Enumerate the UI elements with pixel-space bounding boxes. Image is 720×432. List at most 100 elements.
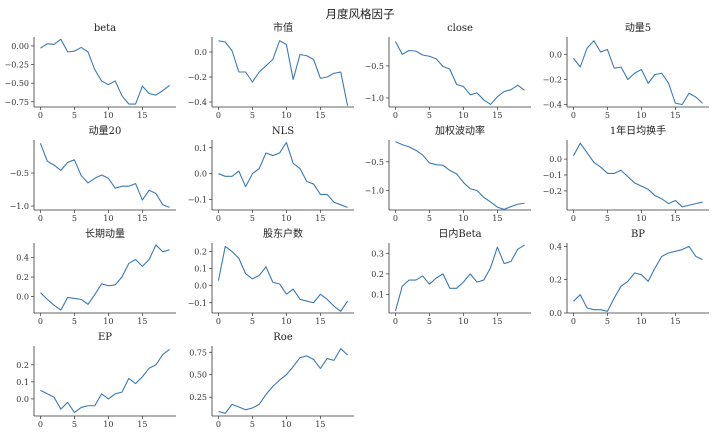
panel-1-y-tick-label: −0.25 xyxy=(4,61,29,70)
panel-10-chart: 股东户数 0 5 10 15 0.2 0.1 0.0 −0.1 xyxy=(188,227,354,326)
panel-10-x-tick-label: 0 xyxy=(216,317,221,326)
panel-5-x-tick-label: 10 xyxy=(103,214,113,223)
panel-10-y-tick-label: 0.0 xyxy=(194,282,207,291)
panel-9-chart: 长期动量 0 5 10 15 0.4 0.2 0.0 xyxy=(16,228,176,326)
panel-1-y-tick-label: −0.75 xyxy=(4,98,29,107)
panel-13-y-tick-label: 0.2 xyxy=(16,361,29,370)
panel-1-x-tick-label: 5 xyxy=(72,111,77,120)
panel-7-title: 加权波动率 xyxy=(435,124,485,137)
panel-8-x-tick-label: 5 xyxy=(605,214,610,223)
panel-5-series-line xyxy=(39,143,170,208)
panel-14-y-tick-label: 0.25 xyxy=(189,393,207,402)
panel-3-x-tick-label: 15 xyxy=(492,111,502,120)
panel-11-x-tick-label: 5 xyxy=(427,317,432,326)
panel-2-x-tick-label: 15 xyxy=(315,111,325,120)
panel-10-series-line xyxy=(217,245,349,312)
panel-12-x-tick-label: 15 xyxy=(670,317,680,326)
panel-5-y-tick-label: −1.0 xyxy=(10,202,29,211)
panel-6-series-line xyxy=(218,142,348,208)
panel-13-y-tick-label: 0.0 xyxy=(16,395,29,404)
panel-11-y-tick-label: 0.1 xyxy=(371,290,384,299)
panel-2-title: 市值 xyxy=(273,21,293,34)
panel-12-x-tick-label: 10 xyxy=(636,317,646,326)
panel-3-x-tick-label: 10 xyxy=(458,111,468,120)
panel-9-x-tick-label: 5 xyxy=(72,317,77,326)
panel-6-title: NLS xyxy=(272,126,294,137)
panel-14-x-tick-label: 10 xyxy=(281,420,291,429)
panel-8-x-tick-label: 10 xyxy=(636,214,646,223)
panel-6-x-tick-label: 0 xyxy=(216,214,221,223)
panel-2-x-tick-label: 5 xyxy=(250,111,255,120)
panel-2-series-line xyxy=(218,40,349,106)
panel-8-y-tick-label: −0.1 xyxy=(543,171,562,180)
panel-9-x-tick-label: 0 xyxy=(38,317,43,326)
panel-11-y-tick-label: 0.3 xyxy=(371,249,384,258)
panel-3-y-tick-label: −0.5 xyxy=(365,62,384,71)
panel-2-x-tick-label: 0 xyxy=(216,111,221,120)
panel-9-y-tick-label: 0.4 xyxy=(16,254,29,263)
panel-13-x-tick-label: 15 xyxy=(137,420,147,429)
panel-8-y-tick-label: −0.2 xyxy=(543,187,562,196)
panel-7-chart: 加权波动率 0 5 10 15 −0.5 −1.0 xyxy=(365,124,531,223)
panel-2-chart: 市值 0 5 10 15 0.0 −0.2 −0.4 xyxy=(188,21,354,120)
panel-3-x-tick-label: 5 xyxy=(427,111,432,120)
panel-12-chart: BP 0 5 10 15 0.4 0.2 0.0 xyxy=(549,229,709,326)
panel-4-x-tick-label: 5 xyxy=(605,111,610,120)
panel-3-x-tick-label: 0 xyxy=(393,111,398,120)
panel-12-title: BP xyxy=(631,229,645,240)
panel-7-series-line xyxy=(395,141,525,210)
panel-1-y-tick-label: 0.00 xyxy=(11,42,29,51)
panel-2-y-tick-label: −0.2 xyxy=(188,73,207,82)
panel-10-y-tick-label: 0.2 xyxy=(194,248,207,257)
panel-7-y-tick-label: −1.0 xyxy=(365,186,384,195)
panel-8-y-tick-label: 0.0 xyxy=(549,155,562,164)
panel-12-y-tick-label: 0.2 xyxy=(549,276,562,285)
panel-14-x-tick-label: 5 xyxy=(250,420,255,429)
panel-1-title: beta xyxy=(94,23,116,34)
panel-3-title: close xyxy=(447,23,473,34)
panel-8-title: 1年日均换手 xyxy=(610,124,666,137)
panel-14-x-tick-label: 15 xyxy=(315,420,325,429)
panel-14-chart: Roe 0 5 10 15 0.75 0.50 0.25 xyxy=(189,332,354,429)
panel-13-x-tick-label: 0 xyxy=(38,420,43,429)
panel-6-y-tick-label: −0.1 xyxy=(188,196,207,205)
panel-13-title: EP xyxy=(98,332,112,343)
panel-10-x-tick-label: 15 xyxy=(315,317,325,326)
panel-6-y-tick-label: 0.0 xyxy=(194,170,207,179)
panel-13-x-tick-label: 5 xyxy=(72,420,77,429)
panel-11-x-tick-label: 0 xyxy=(393,317,398,326)
panel-11-x-tick-label: 15 xyxy=(492,317,502,326)
panel-6-chart: NLS 0 5 10 15 0.1 0.0 −0.1 xyxy=(188,126,354,223)
panel-9-x-tick-label: 15 xyxy=(137,317,147,326)
panel-5-chart: 动量20 0 5 10 15 −0.5 −1.0 xyxy=(10,125,176,223)
panel-6-x-tick-label: 5 xyxy=(250,214,255,223)
panel-13-chart: EP 0 5 10 15 0.2 0.1 0.0 xyxy=(16,332,176,429)
panel-7-x-tick-label: 10 xyxy=(458,214,468,223)
panel-4-x-tick-label: 15 xyxy=(670,111,680,120)
panel-9-title: 长期动量 xyxy=(85,228,125,240)
panel-4-y-tick-label: −0.2 xyxy=(543,76,562,85)
panel-11-title: 日内Beta xyxy=(438,227,481,240)
panel-1-chart: beta 0 5 10 15 0.00 −0.25 −0.50 −0.75 xyxy=(4,23,176,120)
panel-2-x-tick-label: 10 xyxy=(281,111,291,120)
panel-4-series-line xyxy=(573,40,703,106)
panel-14-series-line xyxy=(218,348,348,414)
panel-14-title: Roe xyxy=(273,332,293,343)
panel-1-y-tick-label: −0.50 xyxy=(4,79,29,88)
panel-9-series-line xyxy=(40,244,170,311)
panel-14-y-tick-label: 0.50 xyxy=(189,371,207,380)
panel-12-x-tick-label: 0 xyxy=(571,317,576,326)
panel-10-x-tick-label: 5 xyxy=(250,317,255,326)
panel-11-chart: 日内Beta 0 5 10 15 0.3 0.2 0.1 xyxy=(371,227,531,326)
panel-10-title: 股东户数 xyxy=(263,227,303,240)
panel-4-x-tick-label: 0 xyxy=(571,111,576,120)
panel-1-x-tick-label: 15 xyxy=(137,111,147,120)
panel-4-x-tick-label: 10 xyxy=(636,111,646,120)
panel-9-y-tick-label: 0.2 xyxy=(16,273,29,282)
panel-6-x-tick-label: 15 xyxy=(315,214,325,223)
panel-7-x-tick-label: 0 xyxy=(393,214,398,223)
panel-5-x-tick-label: 15 xyxy=(137,214,147,223)
panel-8-series-line xyxy=(572,142,703,208)
panel-13-series-line xyxy=(40,348,170,414)
panel-5-x-tick-label: 0 xyxy=(38,214,43,223)
